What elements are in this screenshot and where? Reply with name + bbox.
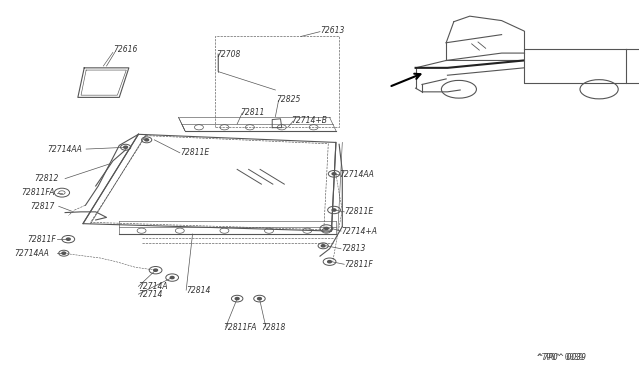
Text: 72811F: 72811F (27, 235, 56, 244)
Text: 72714AA: 72714AA (14, 249, 49, 258)
Circle shape (257, 298, 261, 300)
Text: 72811E: 72811E (344, 207, 374, 217)
Circle shape (321, 245, 325, 247)
Text: 72714: 72714 (138, 290, 163, 299)
Text: 72818: 72818 (261, 323, 285, 331)
Circle shape (236, 298, 239, 300)
Circle shape (124, 146, 127, 148)
Circle shape (170, 276, 174, 279)
Circle shape (328, 260, 332, 263)
Circle shape (67, 238, 70, 240)
Text: ^7P0^ 0039: ^7P0^ 0039 (537, 353, 586, 362)
Circle shape (154, 269, 157, 271)
Text: 72616: 72616 (113, 45, 137, 54)
Circle shape (332, 209, 336, 211)
Text: 72811E: 72811E (180, 148, 209, 157)
Text: 72714AA: 72714AA (339, 170, 374, 179)
Text: 72714A: 72714A (138, 282, 168, 291)
Text: 72811FA: 72811FA (223, 323, 257, 331)
Text: 72813: 72813 (341, 244, 365, 253)
Text: 72812: 72812 (35, 174, 59, 183)
Text: 72714+B: 72714+B (291, 116, 327, 125)
Text: 72817: 72817 (31, 202, 55, 211)
Text: 72811: 72811 (241, 108, 265, 117)
Text: 72613: 72613 (320, 26, 344, 35)
Circle shape (324, 227, 328, 230)
Text: 72814: 72814 (186, 286, 211, 295)
Text: 72714AA: 72714AA (47, 145, 82, 154)
Text: 72811F: 72811F (344, 260, 373, 269)
Circle shape (145, 139, 148, 141)
Text: ^7P0^ 0039: ^7P0^ 0039 (537, 353, 583, 362)
Text: 72811FA: 72811FA (22, 188, 55, 197)
Text: 72708: 72708 (217, 51, 241, 60)
Circle shape (62, 252, 66, 254)
Circle shape (332, 173, 336, 175)
Text: 72714+A: 72714+A (341, 227, 377, 235)
Text: 72825: 72825 (276, 95, 301, 104)
